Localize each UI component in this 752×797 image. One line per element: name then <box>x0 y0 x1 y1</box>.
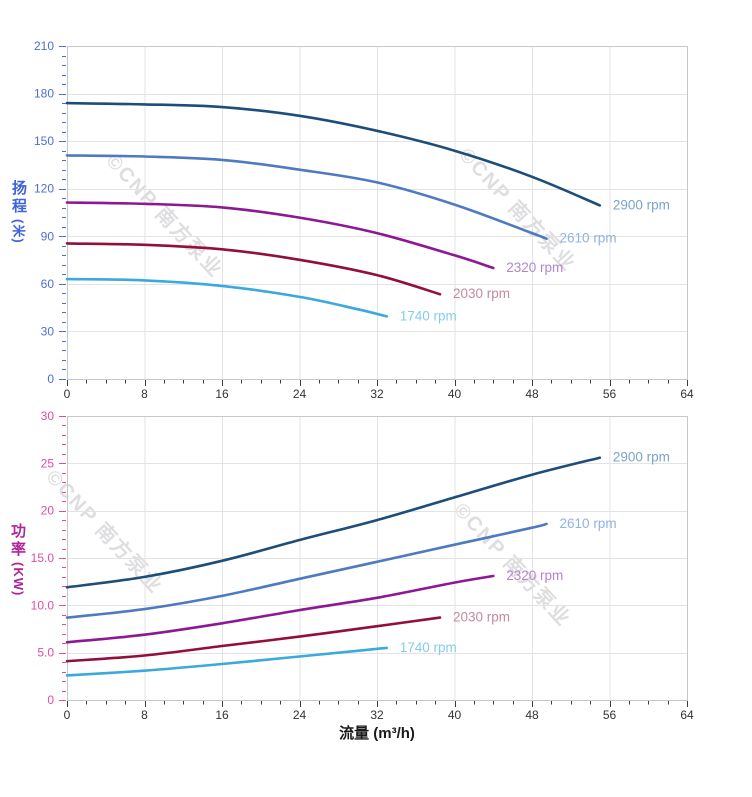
y-ticks <box>59 45 66 381</box>
series-2320rpm: 2320 rpm <box>65 568 563 644</box>
x-tick-label: 56 <box>603 708 617 722</box>
curve-label-2320rpm: 2320 rpm <box>506 260 563 275</box>
series-2610rpm: 2610 rpm <box>65 154 617 246</box>
power-axis-unit: (KW) <box>11 562 26 597</box>
power-vs-flow-chart: 0 8 16 24 32 40 48 56 64 0 5.0 10.0 15.0 20 25 30 2900 r… <box>31 409 694 722</box>
y-tick-label: 210 <box>34 39 54 53</box>
head-vs-flow-chart: 0 8 16 24 32 40 48 56 64 0 30 60 90 120 150 180 210 2900 … <box>34 39 694 401</box>
x-tick-label: 64 <box>680 708 694 722</box>
power-axis-title: 功率 (KW) <box>10 523 27 596</box>
x-tick-labels: 0 8 16 24 32 40 48 56 64 <box>64 387 694 401</box>
series-2030rpm: 2030 rpm <box>65 610 510 663</box>
curve-label-2610rpm: 2610 rpm <box>560 231 617 246</box>
x-ticks <box>67 701 688 707</box>
power-axis-title-text: 功率 <box>10 523 26 558</box>
y-tick-label: 90 <box>41 229 55 243</box>
y-tick-label: 0 <box>47 693 54 707</box>
curve-2610rpm <box>65 154 548 240</box>
head-axis-unit: (米) <box>11 219 26 244</box>
x-tick-label: 16 <box>215 708 229 722</box>
curve-2030rpm <box>65 242 442 296</box>
x-tick-label: 8 <box>141 708 148 722</box>
y-tick-label: 30 <box>41 409 55 423</box>
curve-1740rpm <box>65 277 388 318</box>
x-tick-label: 0 <box>64 387 71 401</box>
y-tick-label: 30 <box>41 324 55 338</box>
x-tick-label: 24 <box>293 387 307 401</box>
x-tick-label: 56 <box>603 387 617 401</box>
head-axis-title-text: 扬程 <box>11 180 27 215</box>
x-tick-label: 24 <box>293 708 307 722</box>
series-2030rpm: 2030 rpm <box>65 242 510 301</box>
curve-label-2610rpm: 2610 rpm <box>560 516 617 531</box>
curve-2900rpm <box>65 101 602 207</box>
x-tick-label: 16 <box>215 387 229 401</box>
y-tick-label: 15.0 <box>31 551 55 565</box>
x-tick-label: 48 <box>525 387 539 401</box>
plot-border <box>66 45 689 381</box>
y-ticks <box>59 415 66 702</box>
gridlines <box>67 46 687 379</box>
series-2900rpm: 2900 rpm <box>65 101 670 212</box>
y-tick-label: 25 <box>41 456 55 470</box>
y-tick-labels: 0 30 60 90 120 150 180 210 <box>34 39 54 386</box>
curve-2030rpm <box>65 616 442 663</box>
y-tick-label: 20 <box>41 504 55 518</box>
series-1740rpm: 1740 rpm <box>65 277 457 323</box>
y-tick-label: 60 <box>41 277 55 291</box>
series-1740rpm: 1740 rpm <box>65 640 457 677</box>
x-tick-label: 8 <box>141 387 148 401</box>
curve-label-1740rpm: 1740 rpm <box>400 640 457 655</box>
curve-label-2900rpm: 2900 rpm <box>613 197 670 212</box>
curve-label-2900rpm: 2900 rpm <box>613 450 670 465</box>
y-tick-label: 5.0 <box>37 646 54 660</box>
plot-border <box>66 415 689 702</box>
y-tick-label: 150 <box>34 134 54 148</box>
x-ticks <box>67 380 688 386</box>
x-tick-label: 32 <box>370 387 384 401</box>
x-tick-label: 32 <box>370 708 384 722</box>
y-tick-labels: 0 5.0 10.0 15.0 20 25 30 <box>31 409 55 707</box>
curve-label-2320rpm: 2320 rpm <box>506 568 563 583</box>
y-tick-label: 180 <box>34 87 54 101</box>
curve-2610rpm <box>65 522 548 619</box>
curve-1740rpm <box>65 646 388 677</box>
head-axis-title: 扬程 (米) <box>10 180 29 244</box>
y-tick-label: 0 <box>47 372 54 386</box>
curve-label-1740rpm: 1740 rpm <box>400 308 457 323</box>
x-tick-label: 40 <box>448 708 462 722</box>
y-tick-label: 10.0 <box>31 598 55 612</box>
x-tick-labels: 0 8 16 24 32 40 48 56 64 <box>64 708 694 722</box>
x-tick-label: 64 <box>680 387 694 401</box>
x-tick-label: 40 <box>448 387 462 401</box>
series-2320rpm: 2320 rpm <box>65 201 563 275</box>
x-tick-label: 48 <box>525 708 539 722</box>
x-tick-label: 0 <box>64 708 71 722</box>
series-2900rpm: 2900 rpm <box>65 450 670 589</box>
curve-label-2030rpm: 2030 rpm <box>453 610 510 625</box>
series-2610rpm: 2610 rpm <box>65 516 617 619</box>
curve-label-2030rpm: 2030 rpm <box>453 286 510 301</box>
flow-axis-title: 流量 (m³/h) <box>339 725 415 742</box>
y-tick-label: 120 <box>34 182 54 196</box>
curve-2900rpm <box>65 456 602 589</box>
curve-2320rpm <box>65 201 495 270</box>
curve-2320rpm <box>65 574 495 644</box>
